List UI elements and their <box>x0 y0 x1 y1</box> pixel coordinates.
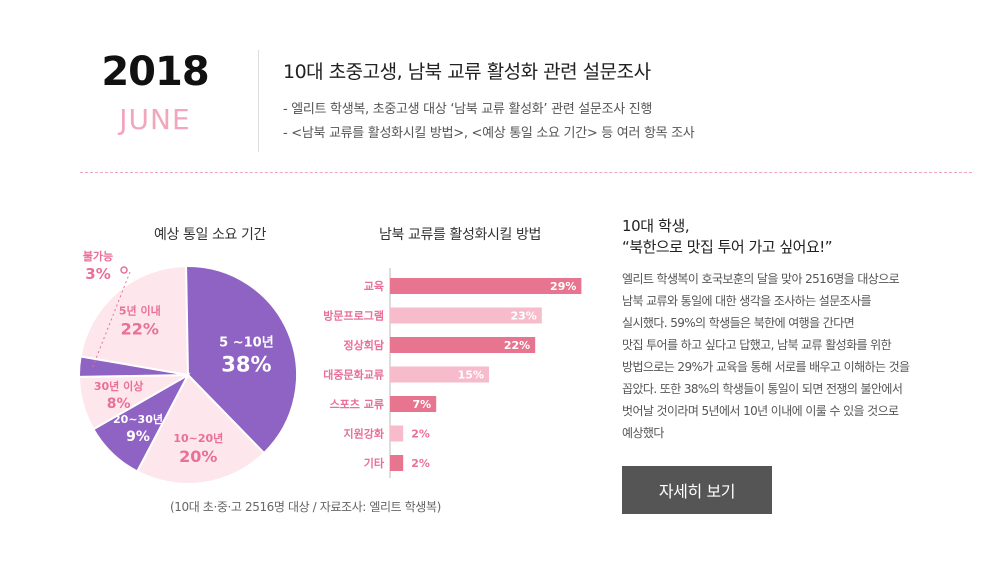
summary-title: 10대 학생, <box>622 217 690 235</box>
bar-category-label: 지원강화 <box>344 427 384 441</box>
bar-category-label: 교육 <box>364 280 384 293</box>
bar <box>390 366 489 383</box>
section-divider <box>80 172 972 173</box>
bar-category-label: 스포츠 교류 <box>330 398 384 411</box>
bar <box>390 425 404 442</box>
bar-value-label: 29% <box>550 280 576 293</box>
description-line-2: <남북 교류를 활성화시킬 방법>, <예상 통일 소요 기간> 등 여러 항목… <box>283 122 963 146</box>
bar-value-label: 23% <box>510 310 536 323</box>
bar <box>390 337 536 353</box>
pie-slice-label: 5년 이내 <box>119 304 161 318</box>
bar-value-label: 22% <box>504 339 530 352</box>
pie-chart-title: 예상 통일 소요 기간 <box>154 227 266 243</box>
pie-callout-line <box>91 271 131 368</box>
bar-chart: 교육 29% 방문프로그램 23% 정상회담 22% 대중문화교류 15% 스포츠 교류 7% 지원… <box>323 268 582 478</box>
month: JUNE <box>119 103 191 136</box>
bar <box>390 278 582 294</box>
summary-quote: “북한으로 맛집 투어 가고 싶어요!” <box>622 238 833 256</box>
bar-value-label: 7% <box>413 398 432 411</box>
pie-chart: 5년 이내 22% 5 ~10년 38% 10~20년 20% 20~30년 9% 30년 이상… <box>78 249 298 485</box>
description-lines: 엘리트 학생복, 초중고생 대상 ‘남북 교류 활성화’ 관련 설문조사 진행 … <box>283 98 963 146</box>
pie-slice-value: 22% <box>121 320 159 339</box>
bar-value-label: 2% <box>411 428 430 441</box>
pie-callout-dot <box>120 266 128 274</box>
headline: 10대 초중고생, 남북 교류 활성화 관련 설문조사 <box>283 61 651 83</box>
pie-slice-label: 20~30년 <box>113 412 163 426</box>
pie-slice <box>79 265 190 377</box>
bar-category-label: 대중문화교류 <box>323 368 384 382</box>
bar-value-label: 2% <box>411 457 430 470</box>
summary-panel: 10대 학생, “북한으로 맛집 투어 가고 싶어요!” 엘리트 학생복이 호국… <box>622 216 972 444</box>
header-text: 10대 초중고생, 남북 교류 활성화 관련 설문조사 엘리트 학생복, 초중고… <box>283 58 963 146</box>
pie-slice-value: 20% <box>179 447 217 466</box>
summary-body: 엘리트 학생복이 호국보훈의 달을 맞아 2516명을 대상으로 남북 교류와 … <box>622 272 910 440</box>
bar-category-label: 기타 <box>364 456 385 470</box>
pie-slice-value: 9% <box>126 429 150 445</box>
pie-slice-label: 5 ~10년 <box>219 336 274 351</box>
source-note: (10대 초·중·고 2516명 대상 / 자료조사: 엘리트 학생복) <box>170 500 441 514</box>
bar <box>390 396 437 412</box>
pie-slice <box>185 265 298 455</box>
bar-category-label: 정상회담 <box>344 338 384 352</box>
bar <box>390 455 404 471</box>
pie-slice-value: 8% <box>107 396 131 412</box>
bar <box>390 307 542 324</box>
pie-slice <box>135 373 266 485</box>
bar-value-label: 15% <box>458 369 484 382</box>
pie-slice-label: 30년 이상 <box>94 379 144 393</box>
pie-slice-value: 3% <box>85 265 110 283</box>
header-divider <box>258 50 259 152</box>
bar-category-label: 방문프로그램 <box>323 309 384 323</box>
pie-slice-value: 38% <box>221 353 271 377</box>
description-line-1: 엘리트 학생복, 초중고생 대상 ‘남북 교류 활성화’ 관련 설문조사 진행 <box>283 98 963 122</box>
pie-slice <box>78 355 189 378</box>
view-details-button[interactable]: 자세히 보기 <box>622 466 772 514</box>
bar-chart-title: 남북 교류를 활성화시킬 방법 <box>379 227 541 243</box>
pie-slice-label: 불가능 <box>83 249 113 263</box>
pie-slice-label: 10~20년 <box>173 431 223 445</box>
date-block: 2018 JUNE <box>80 48 230 138</box>
year: 2018 <box>101 49 209 95</box>
